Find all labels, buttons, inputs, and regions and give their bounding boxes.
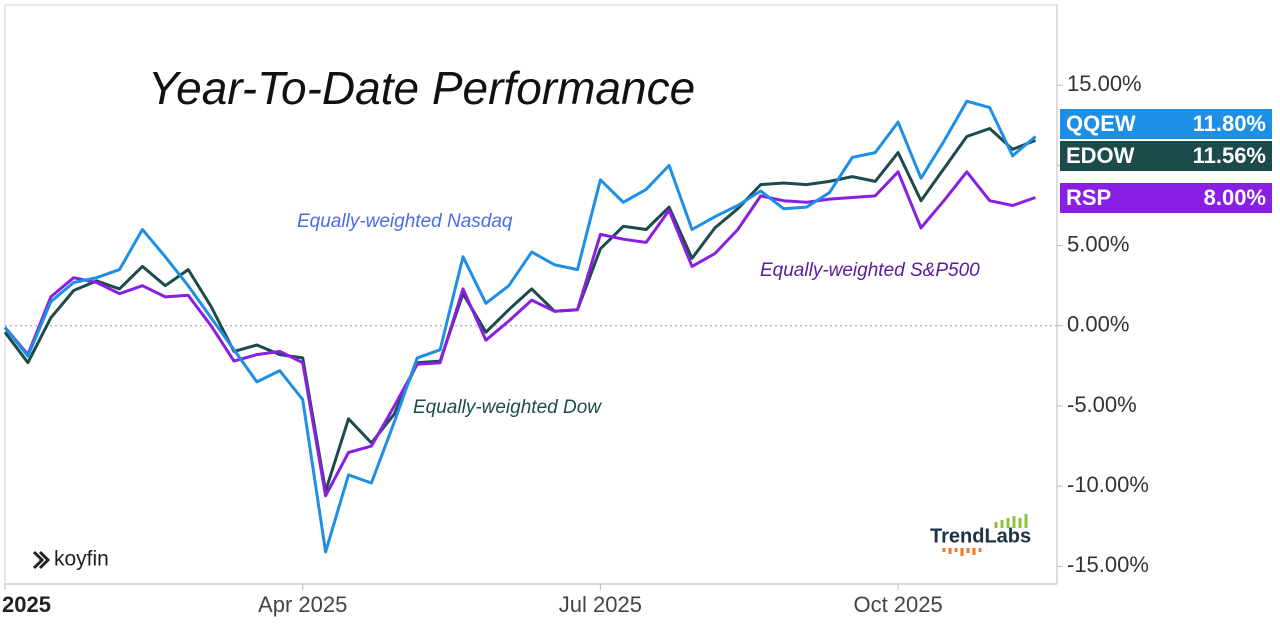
value-label: 8.00% <box>1204 185 1266 210</box>
trendlabs-logo: TrendLabs <box>930 514 1031 556</box>
y-tick-label: 0.00% <box>1067 312 1129 337</box>
x-tick-label: Apr 2025 <box>258 592 347 617</box>
value-label: 11.80% <box>1193 111 1266 136</box>
value-tag <box>1060 109 1272 139</box>
annotation: Equally-weighted Nasdaq <box>297 211 513 232</box>
series-line <box>3 127 1037 493</box>
watermark: koyfin <box>54 548 109 571</box>
value-label: 11.56% <box>1193 143 1266 168</box>
y-tick-label: -5.00% <box>1067 392 1137 417</box>
koyfin-logo: koyfin <box>32 548 109 571</box>
y-tick-label: 15.00% <box>1067 71 1142 96</box>
chart-title: Year-To-Date Performance <box>148 62 695 114</box>
legend-label: QQEW <box>1066 111 1136 136</box>
series-line <box>3 170 1036 498</box>
value-tag <box>1060 141 1272 171</box>
y-tick-label: 5.00% <box>1067 231 1129 256</box>
x-tick-label: Jul 2025 <box>559 592 642 617</box>
x-tick-label: Oct 2025 <box>853 592 942 617</box>
watermark: TrendLabs <box>930 525 1031 547</box>
series-line <box>3 99 1037 554</box>
annotation: Equally-weighted S&P500 <box>760 260 980 281</box>
x-tick-label: 2025 <box>2 592 51 617</box>
value-tag <box>1060 183 1272 213</box>
annotation: Equally-weighted Dow <box>413 397 602 418</box>
legend-label: EDOW <box>1066 143 1135 168</box>
y-tick-label: -15.00% <box>1067 552 1149 577</box>
y-tick-label: -10.00% <box>1067 472 1149 497</box>
legend-label: RSP <box>1066 185 1111 210</box>
